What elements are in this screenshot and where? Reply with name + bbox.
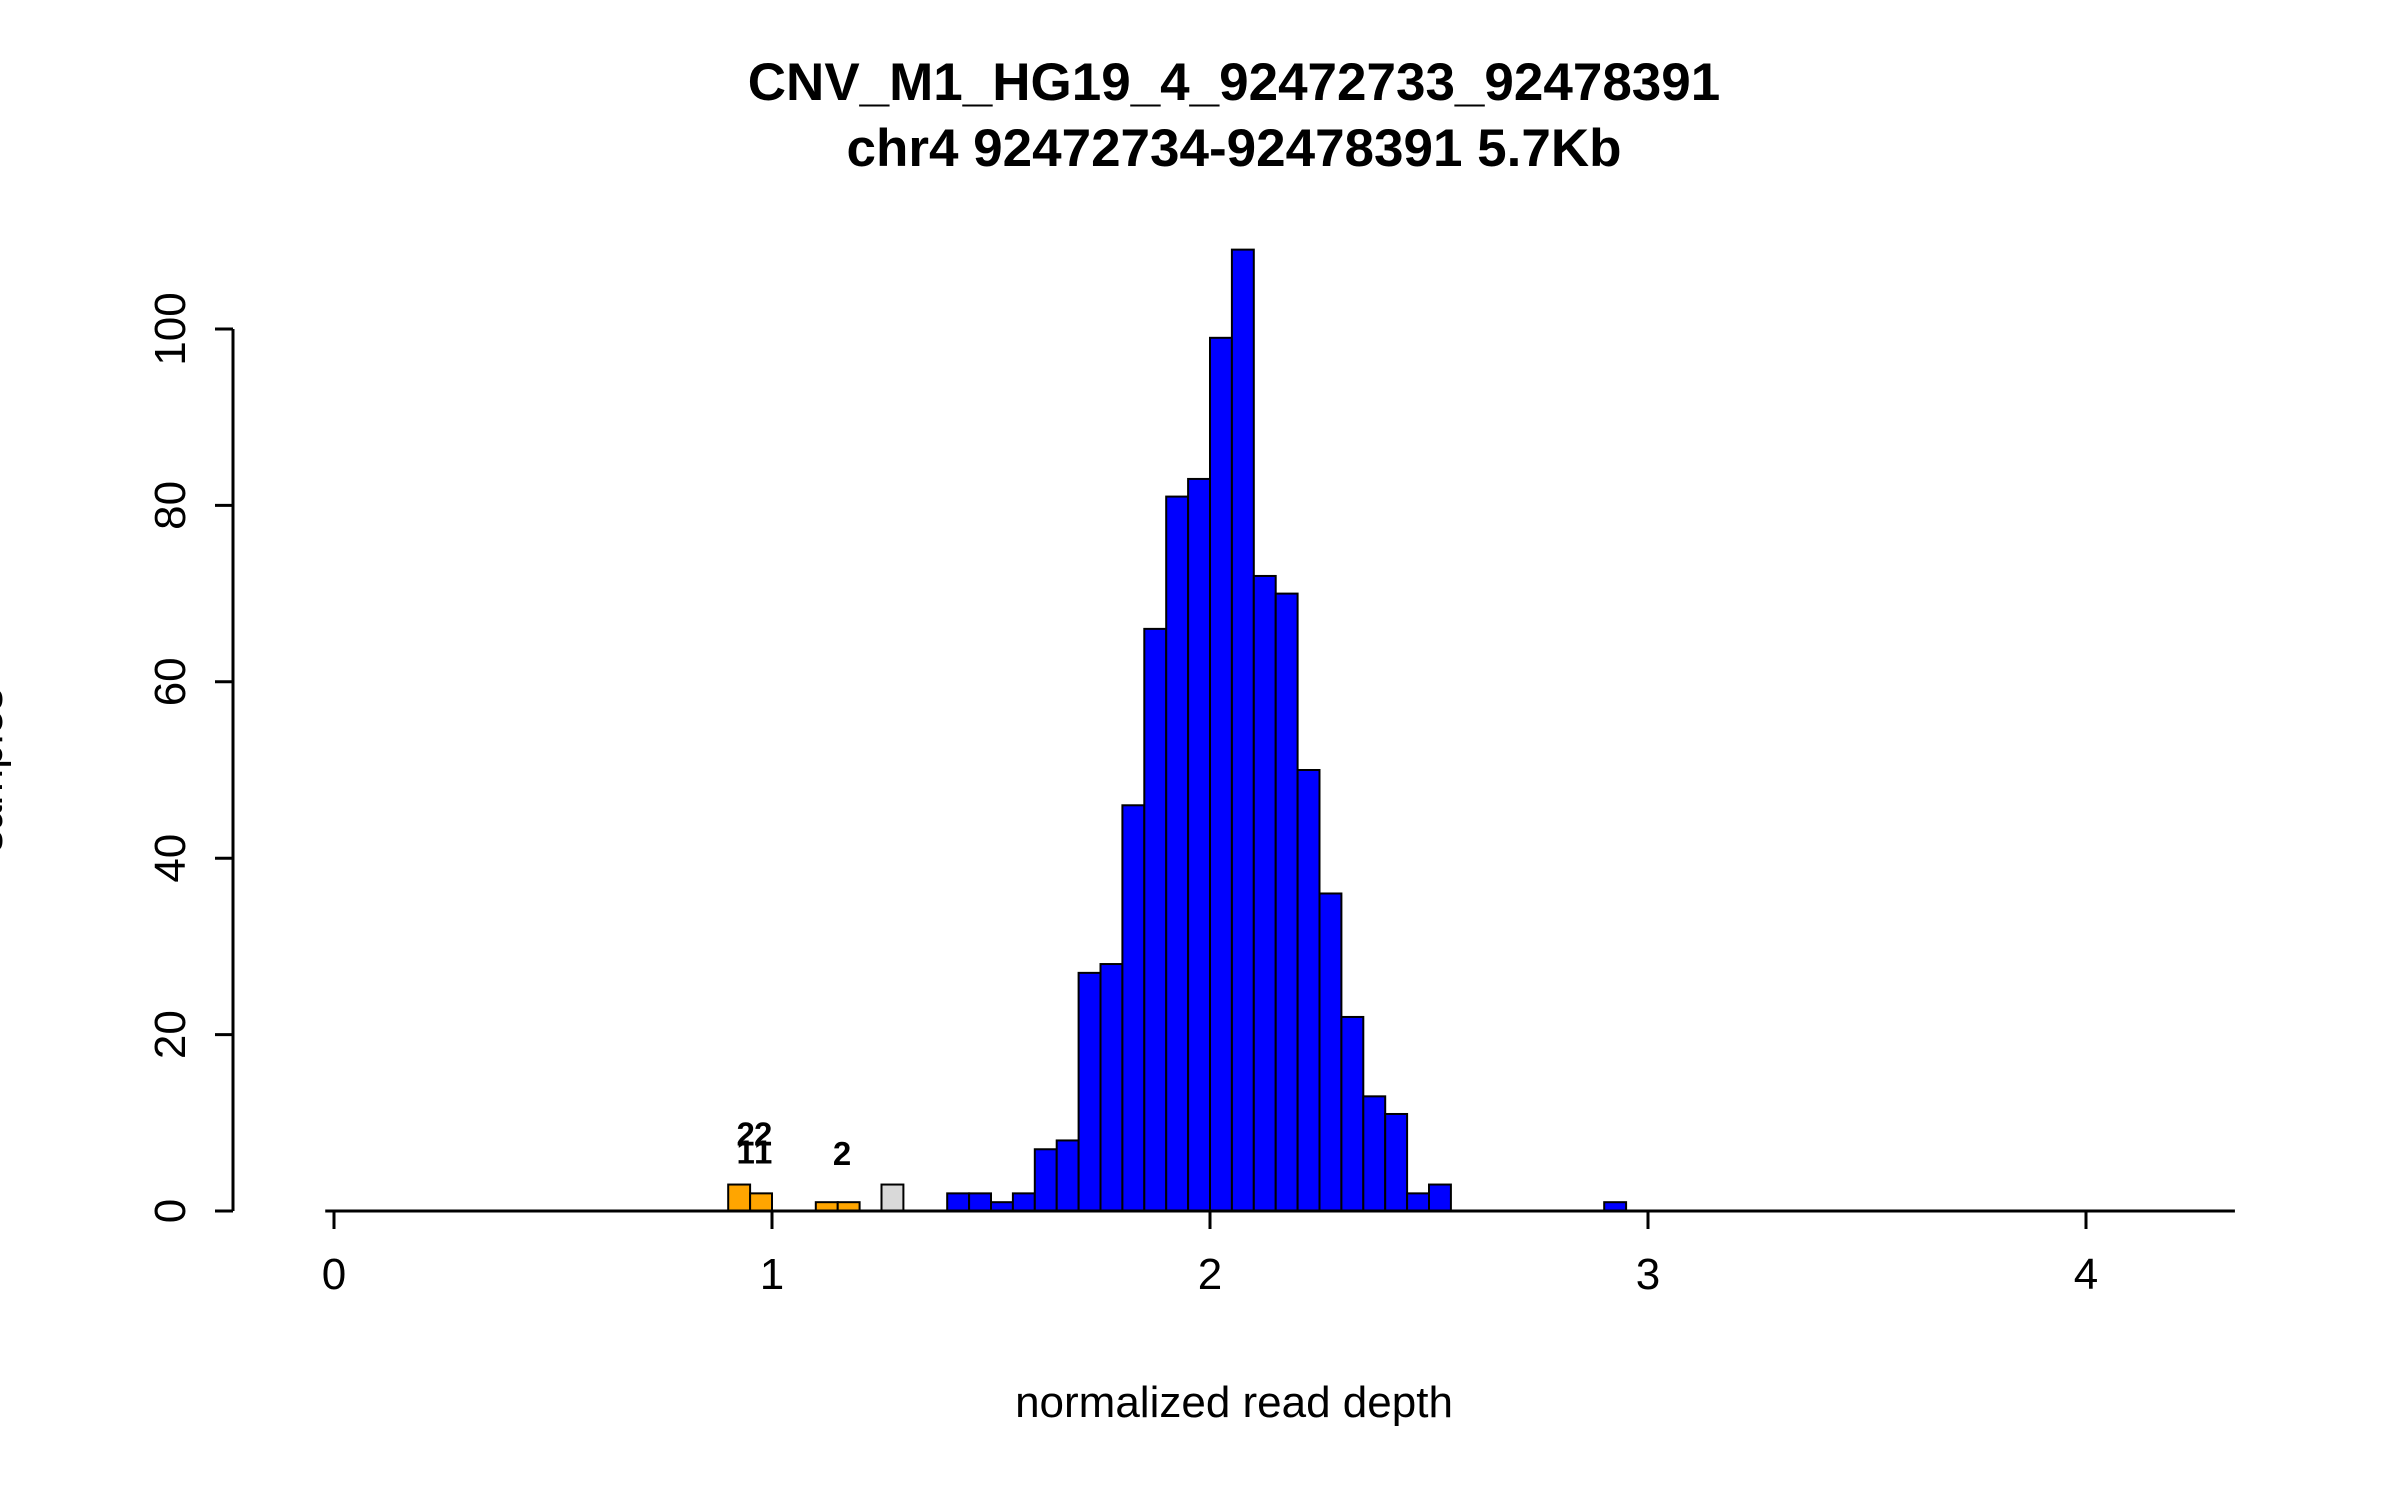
histogram-bar bbox=[1077, 971, 1102, 1212]
y-tick-label: 80 bbox=[146, 481, 195, 530]
histogram-bar bbox=[1340, 1015, 1365, 1213]
histogram-bar bbox=[1143, 627, 1168, 1212]
histogram-bar bbox=[1252, 574, 1277, 1212]
histogram-bar bbox=[1230, 248, 1255, 1212]
y-tick-label: 20 bbox=[146, 1010, 195, 1059]
histogram-bar bbox=[1121, 804, 1146, 1213]
bar-count-annotation: 1 bbox=[737, 1133, 755, 1170]
histogram-bar bbox=[1055, 1139, 1080, 1212]
histogram-bar bbox=[1099, 963, 1124, 1212]
y-tick-label: 60 bbox=[146, 657, 195, 706]
bar-count-annotation: 2 bbox=[737, 1116, 755, 1153]
histogram-bar bbox=[880, 1183, 905, 1213]
bar-count-annotation: 2 bbox=[833, 1135, 851, 1172]
histogram-bar bbox=[1187, 477, 1211, 1212]
y-tick-label: 0 bbox=[146, 1199, 195, 1223]
histogram-bar bbox=[1033, 1148, 1058, 1213]
x-axis-label: normalized read depth bbox=[1015, 1378, 1453, 1427]
histogram-bar bbox=[1296, 769, 1321, 1212]
x-tick-label: 4 bbox=[2074, 1250, 2098, 1299]
x-tick-label: 2 bbox=[1198, 1250, 1222, 1299]
histogram-bar bbox=[1318, 892, 1343, 1212]
histogram-bar bbox=[1274, 592, 1299, 1212]
histogram-bar bbox=[1011, 1192, 1036, 1212]
x-tick-label: 3 bbox=[1636, 1250, 1660, 1299]
y-axis-label: samples bbox=[0, 688, 12, 852]
histogram-bar bbox=[1406, 1192, 1430, 1212]
histogram-bar bbox=[1362, 1095, 1387, 1212]
histogram-bar bbox=[968, 1192, 992, 1212]
y-tick-label: 40 bbox=[146, 834, 195, 883]
histogram-bar bbox=[1209, 336, 1233, 1212]
histogram-bar bbox=[1384, 1112, 1409, 1212]
x-tick-label: 0 bbox=[322, 1250, 346, 1299]
x-tick-label: 1 bbox=[760, 1250, 784, 1299]
histogram-bar bbox=[749, 1192, 773, 1212]
histogram-bar bbox=[1165, 495, 1190, 1212]
histogram-bar bbox=[727, 1183, 752, 1213]
histogram-bar bbox=[1428, 1183, 1452, 1213]
y-tick-label: 100 bbox=[146, 292, 195, 365]
bar-count-annotation: 1 bbox=[754, 1133, 772, 1170]
chart-subtitle: chr4 92472734-92478391 5.7Kb bbox=[846, 119, 1622, 178]
chart-title: CNV_M1_HG19_4_92472733_92478391 bbox=[747, 53, 1721, 112]
bar-count-annotation: 2 bbox=[754, 1116, 772, 1153]
histogram-bar bbox=[946, 1192, 971, 1212]
